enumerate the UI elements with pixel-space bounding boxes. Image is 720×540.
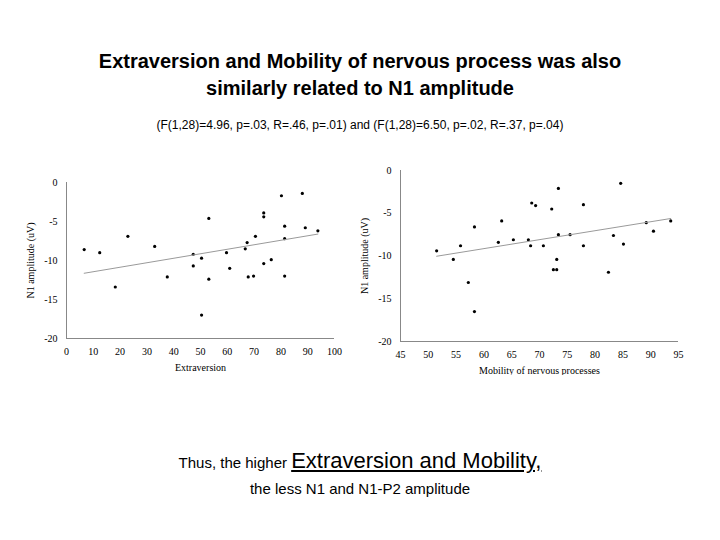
svg-text:60: 60 bbox=[479, 349, 489, 360]
svg-text:55: 55 bbox=[451, 349, 461, 360]
svg-text:-20: -20 bbox=[378, 336, 391, 347]
svg-text:85: 85 bbox=[618, 349, 628, 360]
svg-text:10: 10 bbox=[88, 346, 98, 357]
svg-text:70: 70 bbox=[535, 349, 545, 360]
svg-text:20: 20 bbox=[115, 346, 125, 357]
html-text:Thus, the higherExtraversion a: Thus, the higherExtraversion and Mobilit… bbox=[178, 448, 542, 473]
svg-text:60: 60 bbox=[222, 346, 232, 357]
svg-text:80: 80 bbox=[590, 349, 600, 360]
svg-text:45: 45 bbox=[396, 349, 406, 360]
svg-text:N1 amplitude (uV): N1 amplitude (uV) bbox=[359, 218, 371, 294]
svg-text:30: 30 bbox=[142, 346, 152, 357]
svg-text:95: 95 bbox=[674, 349, 684, 360]
svg-text:-5: -5 bbox=[383, 207, 391, 218]
svg-text:90: 90 bbox=[303, 346, 313, 357]
svg-text:-15: -15 bbox=[44, 294, 57, 305]
html-text:(F(1,28)=4.96, p=.03, R=.46, p: (F(1,28)=4.96, p=.03, R=.46, p=.01) and … bbox=[156, 118, 564, 132]
html-text:Extraversion and Mobility of n: Extraversion and Mobility of nervous pro… bbox=[98, 50, 622, 99]
svg-text:65: 65 bbox=[507, 349, 517, 360]
svg-text:80: 80 bbox=[276, 346, 286, 357]
svg-text:0: 0 bbox=[64, 346, 69, 357]
svg-text:0: 0 bbox=[387, 165, 392, 176]
html-text:the less N1 and N1-P2 amplitud: the less N1 and N1-P2 amplitude bbox=[249, 480, 471, 497]
svg-text:50: 50 bbox=[196, 346, 206, 357]
svg-text:0: 0 bbox=[53, 177, 58, 188]
svg-text:-15: -15 bbox=[378, 293, 391, 304]
svg-text:N1 amplitude (uV): N1 amplitude (uV) bbox=[25, 222, 37, 298]
svg-text:-5: -5 bbox=[49, 216, 57, 227]
svg-text:100: 100 bbox=[327, 346, 342, 357]
svg-text:40: 40 bbox=[169, 346, 179, 357]
svg-text:-20: -20 bbox=[44, 333, 57, 344]
svg-text:-10: -10 bbox=[44, 255, 57, 266]
svg-text:50: 50 bbox=[423, 349, 433, 360]
svg-text:70: 70 bbox=[249, 346, 259, 357]
svg-text:75: 75 bbox=[562, 349, 572, 360]
svg-text:Mobility of nervous processes: Mobility of nervous processes bbox=[479, 365, 600, 376]
svg-text:90: 90 bbox=[646, 349, 656, 360]
svg-text:-10: -10 bbox=[378, 250, 391, 261]
svg-text:Extraversion: Extraversion bbox=[175, 362, 226, 373]
